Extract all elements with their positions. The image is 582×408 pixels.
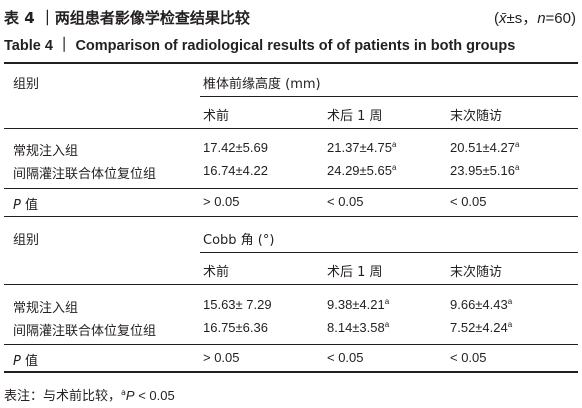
data-cell: 9.38±4.21a: [327, 297, 390, 312]
section1-header-rule: [4, 128, 578, 129]
data-cell: 24.29±5.65a: [327, 163, 397, 178]
measure-header: Cobb 角 (°): [203, 233, 275, 248]
row-label: 常规注入组: [13, 144, 79, 159]
p-value-cell: > 0.05: [203, 194, 240, 209]
data-cell: 20.51±4.27a: [450, 140, 520, 155]
table-footnote: 表注：与术前比较，aP < 0.05: [4, 388, 175, 404]
data-cell: 8.14±3.58a: [327, 320, 390, 335]
data-cell: 7.52±4.24a: [450, 320, 513, 335]
row-label: 间隔灌注联合体位复位组: [13, 324, 157, 339]
row-label: 间隔灌注联合体位复位组: [13, 167, 157, 182]
p-value-cell: < 0.05: [450, 194, 487, 209]
column-header: 术后 1 周: [327, 265, 383, 280]
section2-p-rule: [4, 344, 578, 345]
column-header: 末次随访: [450, 109, 503, 124]
group-header: 组别: [13, 233, 40, 248]
group-header: 组别: [13, 77, 40, 92]
table-title-cn: 表 4 ｜两组患者影像学检查结果比较: [4, 9, 250, 27]
p-value-label: P 值: [13, 354, 38, 369]
top-rule: [4, 62, 578, 64]
section1-p-rule: [4, 188, 578, 189]
section1-measure-rule: [200, 96, 578, 97]
section2-header-rule: [4, 284, 578, 285]
table-stat-note: (x̄±s，n=60): [493, 10, 576, 27]
table-title-en: Table 4 ｜ Comparison of radiological res…: [4, 38, 516, 54]
section2-measure-rule: [200, 252, 578, 253]
column-header: 术后 1 周: [327, 109, 383, 124]
bottom-rule: [4, 371, 578, 373]
p-value-cell: > 0.05: [203, 350, 240, 365]
column-header: 术前: [203, 109, 230, 124]
column-header: 术前: [203, 265, 230, 280]
p-value-cell: < 0.05: [450, 350, 487, 365]
p-value-label: P 值: [13, 198, 38, 213]
data-cell: 21.37±4.75a: [327, 140, 397, 155]
data-cell: 16.75±6.36: [203, 320, 268, 335]
p-value-cell: < 0.05: [327, 194, 364, 209]
row-label: 常规注入组: [13, 301, 79, 316]
data-cell: 9.66±4.43a: [450, 297, 513, 312]
data-cell: 15.63± 7.29: [203, 297, 272, 312]
measure-header: 椎体前缘高度 (mm): [203, 77, 321, 92]
p-value-cell: < 0.05: [327, 350, 364, 365]
data-cell: 17.42±5.69: [203, 140, 268, 155]
data-cell: 23.95±5.16a: [450, 163, 520, 178]
data-cell: 16.74±4.22: [203, 163, 268, 178]
section-divider-rule: [4, 216, 578, 217]
column-header: 末次随访: [450, 265, 503, 280]
